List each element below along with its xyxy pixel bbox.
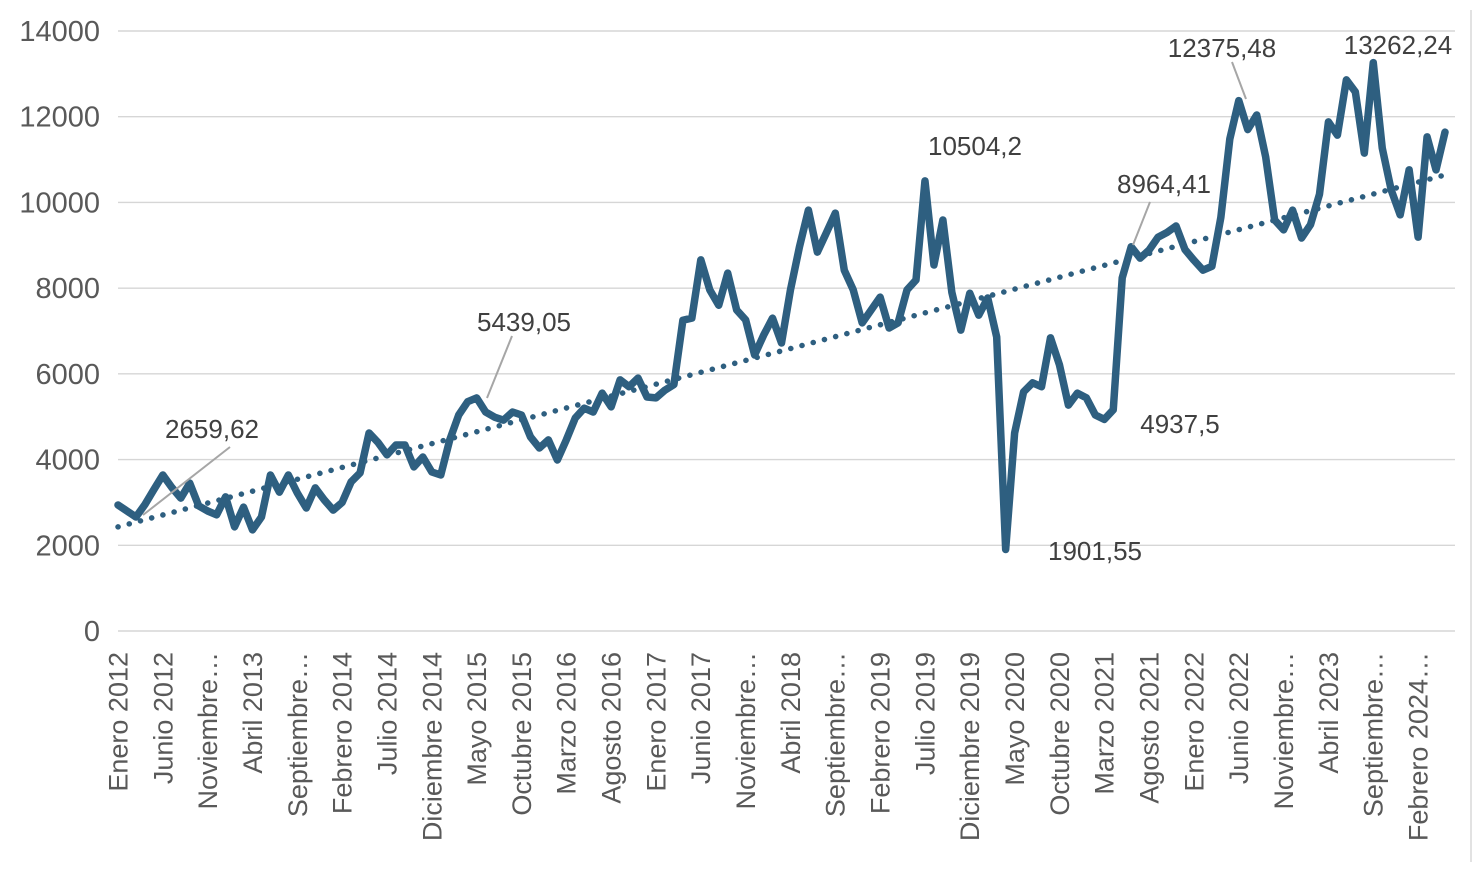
data-label-leader-line [486, 335, 513, 399]
data-series-line [114, 58, 1449, 554]
y-axis-tick-label: 2000 [35, 530, 100, 562]
x-axis-tick-label: Agosto 2021 [1135, 652, 1165, 804]
x-axis-tick-label: Septiembre… [1359, 652, 1389, 817]
x-axis-tick-label: Junio 2022 [1224, 652, 1254, 784]
data-label: 12375,48 [1168, 33, 1276, 63]
x-axis-tick-label: Noviembre… [731, 652, 761, 810]
x-axis-tick-label: Octubre 2020 [1045, 652, 1075, 816]
x-axis-tick-label: Diciembre 2014 [417, 652, 447, 841]
data-label-leader-line [142, 446, 231, 516]
x-axis-tick-label: Febrero 2024… [1404, 652, 1434, 841]
x-axis-tick-label: Marzo 2016 [552, 652, 582, 795]
y-axis-tick-label: 10000 [19, 187, 100, 219]
x-axis-tick-label: Enero 2012 [103, 652, 133, 792]
x-axis-tick-label: Junio 2017 [686, 652, 716, 784]
y-axis-tick-label: 0 [84, 616, 100, 648]
x-axis-tick-label: Enero 2022 [1179, 652, 1209, 792]
x-axis-tick-label: Enero 2017 [641, 652, 671, 792]
data-label: 4937,5 [1140, 409, 1220, 439]
y-axis-tick-label: 14000 [19, 16, 100, 48]
y-axis-tick-label: 4000 [35, 445, 100, 477]
x-axis-tick-label: Junio 2012 [148, 652, 178, 784]
x-axis-tick-label: Abril 2018 [776, 652, 806, 774]
data-label-leader-line [1132, 201, 1151, 246]
data-label: 1901,55 [1048, 536, 1142, 566]
x-axis-tick-label: Julio 2014 [372, 652, 402, 775]
x-axis-tick-label: Julio 2019 [910, 652, 940, 775]
data-label: 5439,05 [477, 307, 571, 337]
x-axis-tick-label: Marzo 2021 [1090, 652, 1120, 795]
trendline-dotted [115, 172, 1448, 530]
data-label: 13262,24 [1344, 30, 1452, 60]
data-label: 10504,2 [928, 131, 1022, 161]
x-axis-tick-label: Mayo 2020 [1000, 652, 1030, 786]
x-axis-tick-label: Septiembre… [821, 652, 851, 817]
x-axis-tick-label: Febrero 2019 [866, 652, 896, 814]
x-axis-tick-label: Diciembre 2019 [955, 652, 985, 841]
x-axis-tick-label: Noviembre… [1269, 652, 1299, 810]
x-axis-tick-label: Octubre 2015 [507, 652, 537, 816]
y-axis-tick-label: 6000 [35, 359, 100, 391]
x-axis-tick-label: Febrero 2014 [328, 652, 358, 814]
data-label-leader-line [1231, 61, 1247, 100]
y-axis-tick-label: 12000 [19, 102, 100, 134]
x-axis-tick-label: Abril 2023 [1314, 652, 1344, 774]
data-label: 8964,41 [1117, 169, 1211, 199]
x-axis-tick-label: Agosto 2016 [597, 652, 627, 804]
x-axis-tick-label: Mayo 2015 [462, 652, 492, 786]
x-axis-tick-label: Abril 2013 [238, 652, 268, 774]
y-axis-tick-label: 8000 [35, 273, 100, 305]
x-axis-tick-label: Septiembre… [283, 652, 313, 817]
data-label: 2659,62 [165, 414, 259, 444]
x-axis-tick-label: Noviembre… [193, 652, 223, 810]
